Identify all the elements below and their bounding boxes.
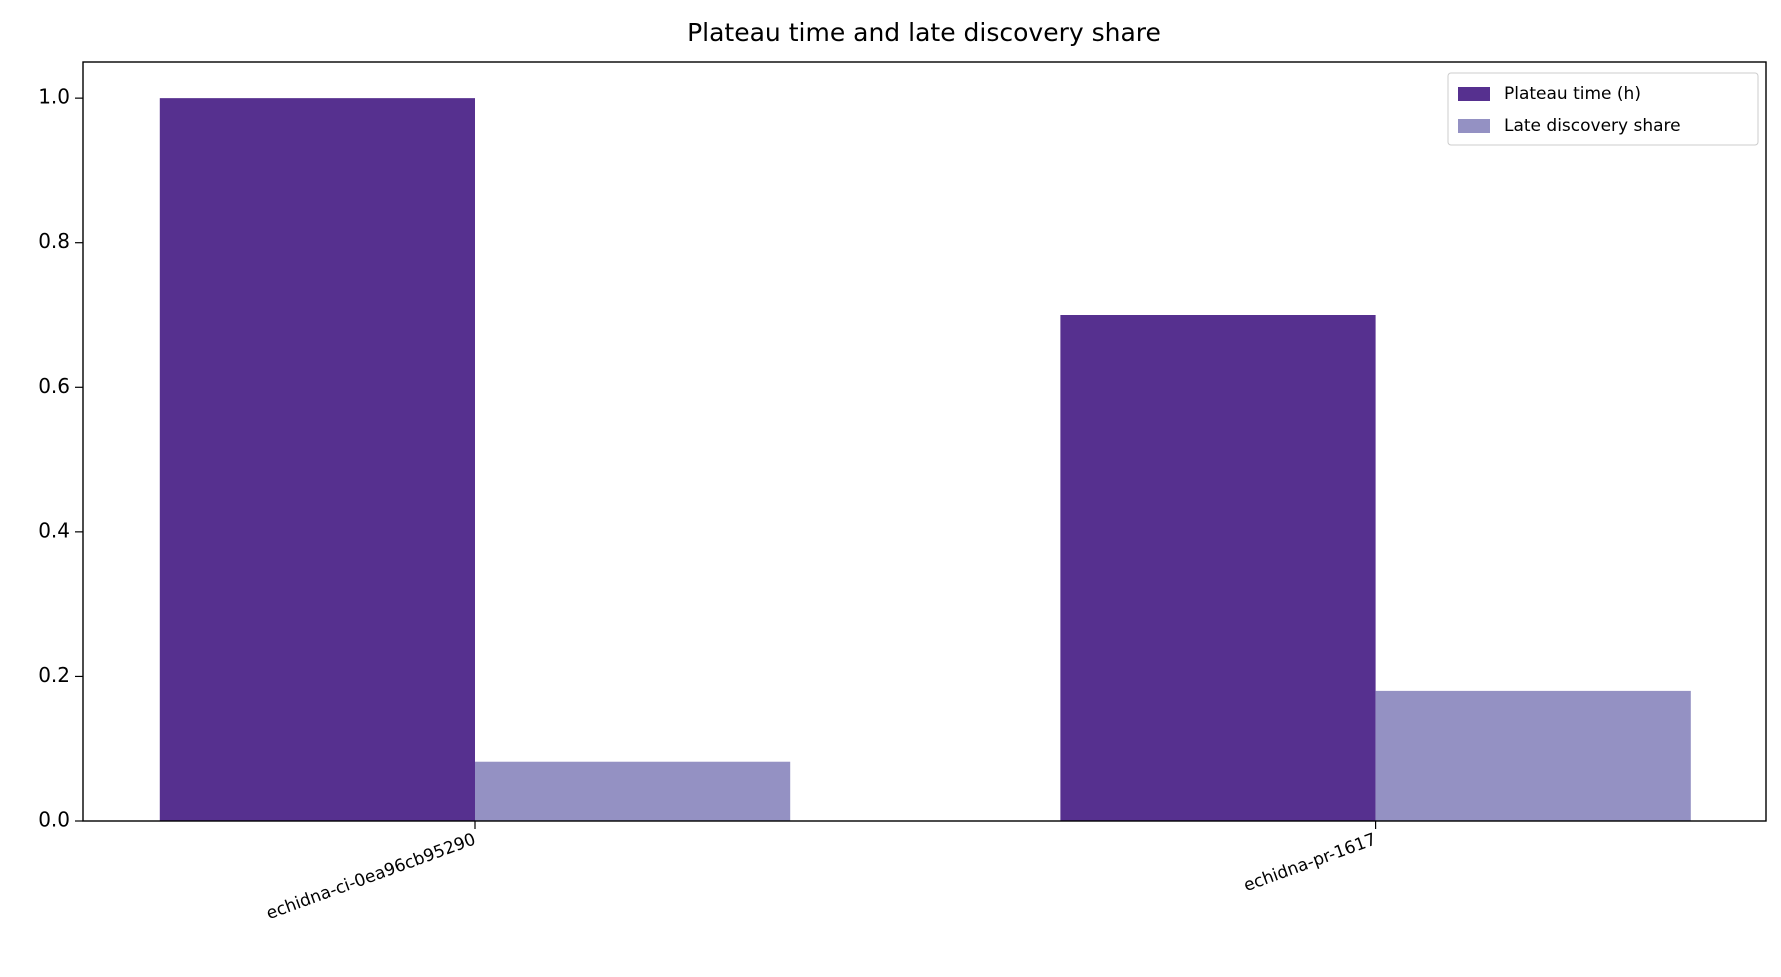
bar — [475, 761, 791, 821]
y-tick-label: 0.4 — [38, 518, 70, 542]
chart-title: Plateau time and late discovery share — [687, 18, 1161, 47]
legend-label: Plateau time (h) — [1504, 84, 1641, 104]
y-tick-label: 0.0 — [38, 808, 70, 832]
legend-swatch — [1458, 119, 1490, 133]
plot-frame — [82, 61, 1767, 822]
legend: Plateau time (h) Late discovery share — [1447, 72, 1759, 146]
legend-label: Late discovery share — [1504, 116, 1681, 136]
bar — [1060, 315, 1376, 821]
y-tick-label: 0.8 — [38, 229, 70, 253]
y-tick-label: 0.2 — [38, 663, 70, 687]
legend-frame — [1447, 72, 1759, 146]
bar — [1375, 690, 1691, 821]
y-tick-label: 0.6 — [38, 374, 70, 398]
y-tick-label: 1.0 — [38, 85, 70, 109]
legend-swatch — [1458, 87, 1490, 101]
bar — [159, 98, 476, 821]
